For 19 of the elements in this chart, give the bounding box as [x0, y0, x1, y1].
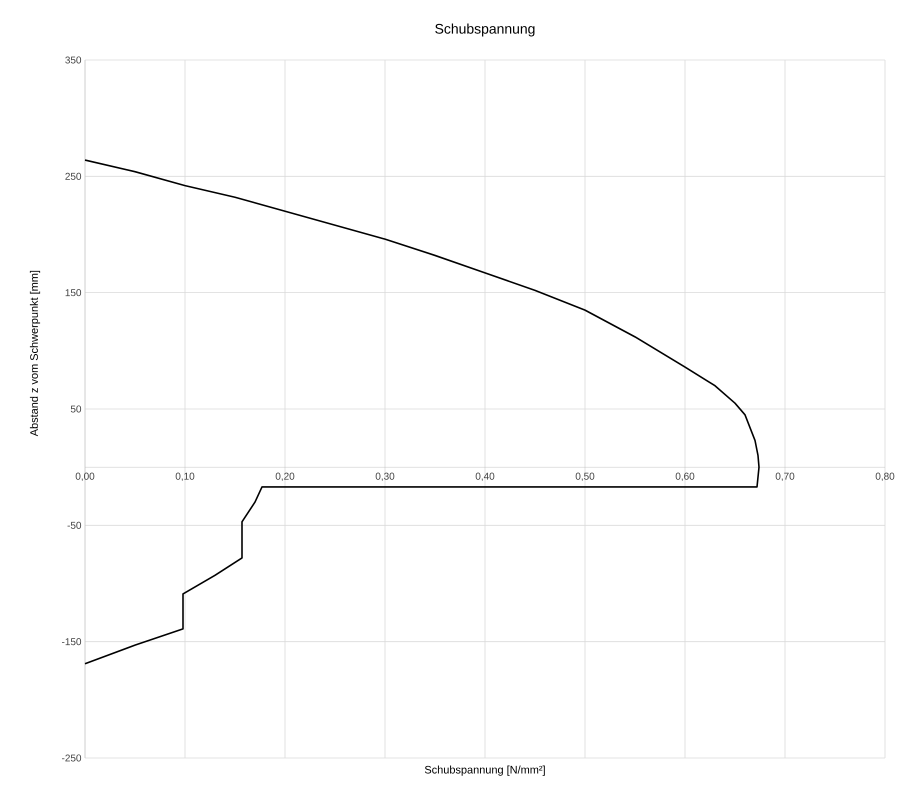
y-tick-label: -50	[68, 522, 82, 529]
x-axis-title: Schubspannung [N/mm²]	[424, 766, 545, 776]
x-tick-label: 0,30	[376, 472, 394, 481]
chart-title: Schubspannung	[435, 23, 534, 36]
x-tick-label: 0,50	[576, 472, 594, 481]
x-tick-label: 0,40	[476, 472, 494, 481]
x-tick-label: 0,60	[676, 472, 694, 481]
x-tick-label: 0,70	[776, 472, 794, 481]
x-tick-label: 0,00	[76, 472, 94, 481]
y-tick-label: 150	[66, 289, 82, 296]
y-tick-label: 350	[65, 56, 82, 64]
y-tick-label: 50	[70, 405, 82, 413]
y-tick-label: -250	[62, 754, 82, 762]
y-tick-label: -150	[62, 638, 82, 646]
x-tick-label: 0,80	[876, 472, 894, 481]
y-axis-title: Abstand z vom Schwerpunkt [mm]	[30, 270, 40, 436]
y-tick-label: 250	[65, 172, 82, 180]
x-tick-label: 0,20	[276, 472, 294, 481]
x-tick-label: 0,10	[176, 472, 194, 481]
